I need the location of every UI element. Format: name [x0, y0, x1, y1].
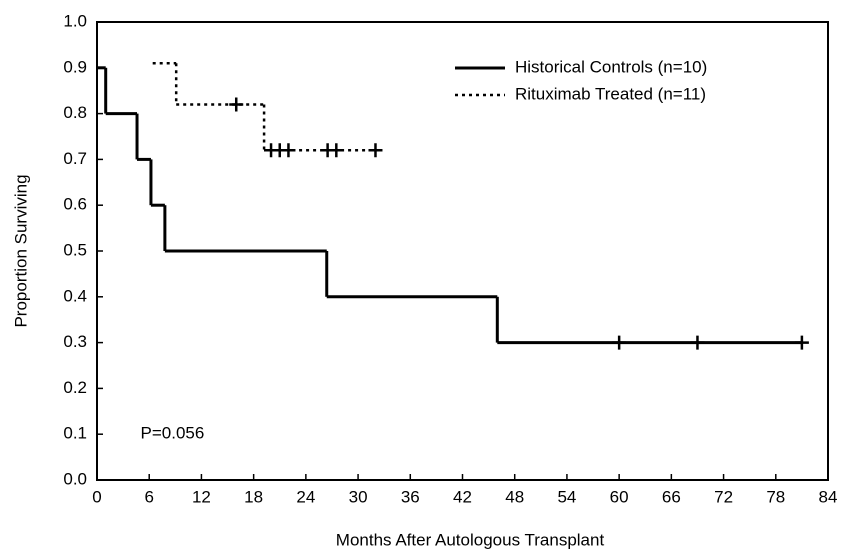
x-tick-label: 12 [192, 487, 211, 506]
y-tick-label: 0.4 [63, 286, 87, 305]
x-tick-label: 54 [557, 487, 576, 506]
x-tick-label: 36 [401, 487, 420, 506]
x-tick-label: 18 [244, 487, 263, 506]
x-tick-label: 72 [714, 487, 733, 506]
x-tick-label: 0 [92, 487, 101, 506]
y-tick-label: 1.0 [63, 11, 87, 30]
x-tick-label: 48 [505, 487, 524, 506]
x-tick-label: 60 [610, 487, 629, 506]
x-tick-label: 66 [662, 487, 681, 506]
censor-mark [612, 335, 627, 350]
y-tick-label: 0.6 [63, 195, 87, 214]
y-tick-label: 0.0 [63, 469, 87, 488]
x-tick-label: 78 [766, 487, 785, 506]
x-tick-label: 6 [144, 487, 153, 506]
x-tick-label: 30 [349, 487, 368, 506]
y-tick-label: 0.8 [63, 103, 87, 122]
censor-mark [281, 143, 296, 158]
censor-mark [794, 335, 809, 350]
censor-mark [329, 143, 344, 158]
x-tick-label: 42 [453, 487, 472, 506]
y-tick-label: 0.1 [63, 424, 87, 443]
y-tick-label: 0.2 [63, 378, 87, 397]
censor-mark [229, 97, 244, 112]
y-tick-label: 0.7 [63, 149, 87, 168]
x-tick-label: 84 [819, 487, 838, 506]
x-tick-label: 24 [296, 487, 315, 506]
y-tick-label: 0.5 [63, 240, 87, 259]
y-tick-label: 0.3 [63, 332, 87, 351]
censor-mark [690, 335, 705, 350]
y-axis-label: Proportion Surviving [11, 174, 30, 327]
censor-mark [368, 143, 383, 158]
y-tick-label: 0.9 [63, 57, 87, 76]
legend-label: Historical Controls (n=10) [515, 57, 707, 76]
x-axis-label: Months After Autologous Transplant [336, 530, 605, 549]
annotation: P=0.056 [141, 424, 205, 443]
legend-label: Rituximab Treated (n=11) [515, 84, 706, 103]
